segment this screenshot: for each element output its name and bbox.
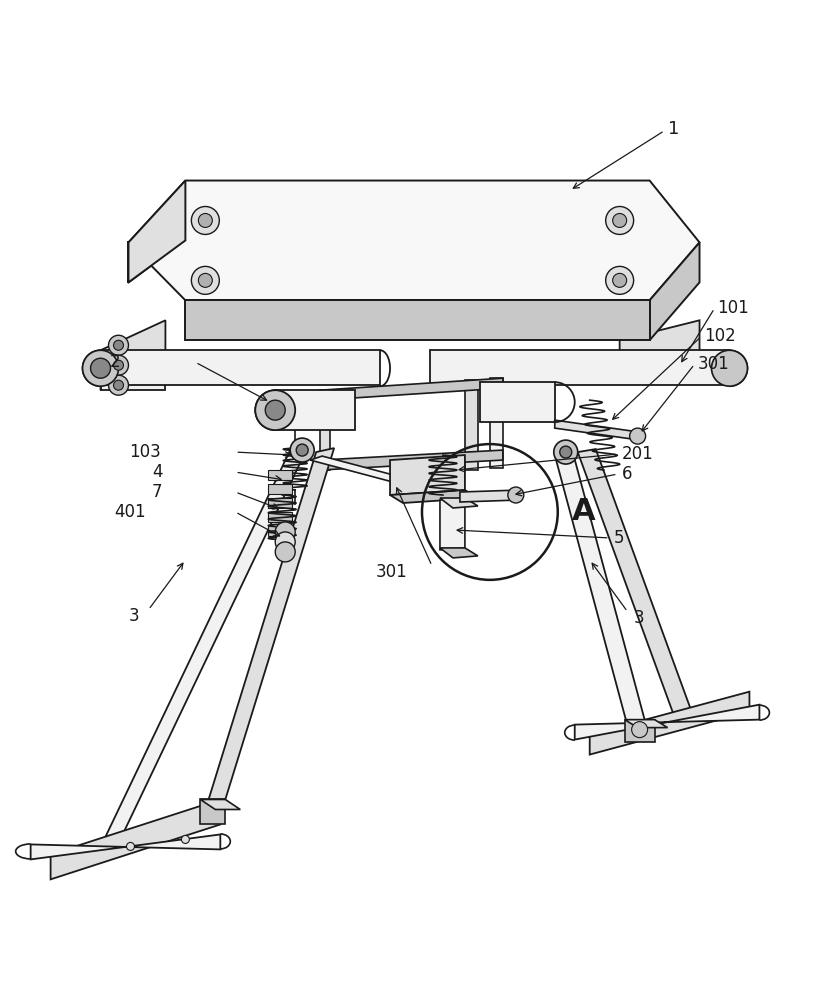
Polygon shape [320, 378, 503, 400]
Text: A: A [571, 497, 595, 526]
Polygon shape [320, 390, 330, 470]
Text: 301: 301 [376, 563, 407, 581]
Circle shape [275, 542, 295, 562]
Circle shape [113, 340, 123, 350]
Text: 6: 6 [621, 465, 632, 483]
Polygon shape [440, 498, 465, 550]
Circle shape [181, 835, 189, 843]
Polygon shape [268, 470, 291, 480]
Polygon shape [268, 484, 291, 494]
Polygon shape [100, 320, 166, 390]
Polygon shape [275, 390, 354, 430]
Text: 3: 3 [633, 609, 643, 627]
Polygon shape [479, 382, 554, 422]
Polygon shape [619, 360, 699, 380]
Circle shape [612, 273, 626, 287]
Circle shape [90, 358, 110, 378]
Text: 301: 301 [696, 355, 729, 373]
Circle shape [108, 355, 128, 375]
Polygon shape [268, 526, 291, 536]
Circle shape [108, 375, 128, 395]
Polygon shape [268, 498, 291, 508]
Polygon shape [128, 181, 185, 282]
Circle shape [255, 390, 295, 430]
Circle shape [629, 428, 645, 444]
Circle shape [290, 438, 314, 462]
Text: 201: 201 [621, 445, 652, 463]
Circle shape [553, 440, 577, 464]
Polygon shape [489, 378, 503, 468]
Polygon shape [554, 420, 639, 440]
Polygon shape [389, 490, 477, 503]
Text: 101: 101 [716, 299, 749, 317]
Circle shape [605, 266, 633, 294]
Text: 103: 103 [128, 443, 161, 461]
Text: 5: 5 [613, 529, 623, 547]
Text: 4: 4 [152, 463, 162, 481]
Polygon shape [440, 498, 477, 508]
Polygon shape [440, 548, 477, 558]
Circle shape [631, 722, 647, 738]
Text: 401: 401 [113, 503, 145, 521]
Polygon shape [554, 452, 644, 723]
Circle shape [191, 266, 219, 294]
Circle shape [275, 532, 295, 552]
Polygon shape [100, 350, 379, 385]
Circle shape [275, 522, 295, 542]
Polygon shape [623, 720, 654, 742]
Text: 1: 1 [667, 120, 678, 138]
Text: 2: 2 [110, 353, 120, 371]
Polygon shape [128, 181, 699, 300]
Circle shape [265, 400, 285, 420]
Polygon shape [574, 705, 758, 740]
Circle shape [83, 350, 118, 386]
Circle shape [710, 350, 747, 386]
Polygon shape [460, 490, 519, 502]
Circle shape [559, 446, 571, 458]
Polygon shape [200, 799, 225, 824]
Circle shape [113, 380, 123, 390]
Polygon shape [389, 455, 465, 495]
Circle shape [191, 206, 219, 234]
Polygon shape [310, 456, 450, 494]
Polygon shape [623, 720, 667, 728]
Polygon shape [31, 834, 220, 859]
Polygon shape [51, 799, 220, 879]
Circle shape [108, 335, 128, 355]
Circle shape [198, 273, 212, 287]
Text: 3: 3 [128, 607, 139, 625]
Circle shape [113, 360, 123, 370]
Polygon shape [589, 692, 749, 755]
Text: 7: 7 [152, 483, 162, 501]
Polygon shape [619, 320, 699, 380]
Polygon shape [465, 380, 477, 470]
Polygon shape [577, 449, 694, 723]
Circle shape [127, 842, 134, 850]
Circle shape [508, 487, 523, 503]
Text: 102: 102 [704, 327, 735, 345]
Polygon shape [430, 350, 729, 385]
Circle shape [605, 206, 633, 234]
Polygon shape [320, 450, 503, 470]
Circle shape [296, 444, 308, 456]
Polygon shape [268, 512, 291, 522]
Circle shape [612, 213, 626, 227]
Polygon shape [649, 242, 699, 340]
Polygon shape [100, 360, 166, 390]
Polygon shape [207, 448, 334, 803]
Polygon shape [185, 300, 649, 340]
Polygon shape [200, 799, 240, 809]
Polygon shape [98, 446, 308, 853]
Circle shape [198, 213, 212, 227]
